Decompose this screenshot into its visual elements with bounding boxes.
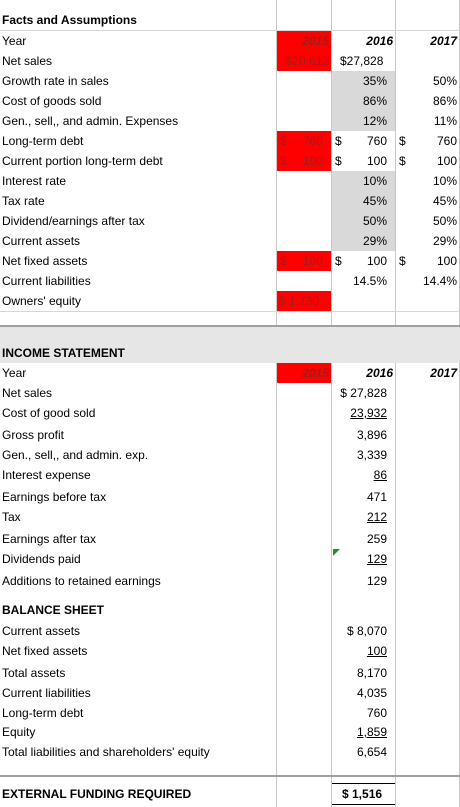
facts-cell-2016[interactable]: 10% (332, 171, 395, 191)
income-row-label: Net sales (2, 386, 53, 400)
balance-cell-2016[interactable]: 4,035 (356, 686, 387, 700)
income-row-label: Dividends paid (2, 552, 81, 566)
income-cell-2016[interactable]: 3,896 (356, 428, 387, 442)
income-row-label: Gen., sell,, and admin. exp. (2, 448, 149, 462)
balance-row-label: Net fixed assets (2, 644, 88, 658)
income-title: INCOME STATEMENT (2, 346, 125, 360)
balance-title: BALANCE SHEET (2, 603, 105, 617)
row-divider (0, 30, 460, 31)
income-cell-2016[interactable]: 259 (366, 532, 387, 546)
facts-year-label: Year (2, 34, 27, 48)
income-year-2015[interactable]: 2015 (277, 363, 331, 383)
facts-cell-2016[interactable]: 45% (332, 191, 395, 211)
facts-row-label: Growth rate in sales (2, 74, 109, 88)
income-header-band (0, 327, 460, 363)
income-cell-2016[interactable]: 471 (366, 490, 387, 504)
currency-symbol: $ (280, 134, 287, 148)
facts-row-label: Tax rate (2, 194, 45, 208)
income-cell-2016[interactable]: 86 (373, 468, 387, 482)
facts-cell-2017[interactable]: 45% (432, 194, 457, 208)
income-year-2017[interactable]: 2017 (430, 366, 457, 380)
balance-cell-2016[interactable]: 6,654 (356, 745, 387, 759)
facts-cell-2016[interactable]: 29% (332, 231, 395, 251)
balance-row-label: Current assets (2, 624, 81, 638)
external-funding-label: EXTERNAL FUNDING REQUIRED (2, 787, 192, 801)
income-cell-2016[interactable]: 3,339 (356, 448, 387, 462)
facts-cell-2017[interactable]: $100 (399, 154, 457, 168)
section-separator (0, 775, 460, 777)
balance-cell-2016[interactable]: 100 (366, 644, 387, 658)
facts-cell-2016[interactable]: $27,828 (340, 54, 384, 68)
facts-row-label: Net fixed assets (2, 254, 88, 268)
balance-row-label: Long-term debt (2, 706, 84, 720)
balance-cell-2016[interactable]: $ 8,070 (346, 624, 387, 638)
facts-year-2015[interactable]: 2015 (277, 31, 331, 51)
facts-cell-2016[interactable]: 50% (332, 211, 395, 231)
facts-cell-2017[interactable]: $100 (399, 254, 457, 268)
income-row-label: Earnings after tax (2, 532, 97, 546)
facts-row-label: Gen., sell,, and admin. Expenses (2, 114, 179, 128)
facts-year-2016[interactable]: 2016 (366, 34, 393, 48)
facts-cell-2016[interactable]: $100 (335, 154, 387, 168)
facts-cell-2017[interactable]: 10% (432, 174, 457, 188)
income-year-2016[interactable]: 2016 (366, 366, 393, 380)
facts-year-2017[interactable]: 2017 (430, 34, 457, 48)
facts-row-label: Current assets (2, 234, 81, 248)
income-row-label: Additions to retained earnings (2, 574, 161, 588)
facts-row-label: Current liabilities (2, 274, 91, 288)
income-cell-2016[interactable]: 129 (366, 574, 387, 588)
balance-cell-2016[interactable]: 1,859 (356, 725, 387, 739)
facts-cell-2015[interactable]: $100 (277, 151, 331, 171)
balance-cell-2016[interactable]: 760 (366, 706, 387, 720)
income-year-label: Year (2, 366, 27, 380)
facts-cell-2016[interactable]: 12% (332, 111, 395, 131)
facts-row-label: Current portion long-term debt (2, 154, 163, 168)
income-row-label: Cost of good sold (2, 406, 96, 420)
facts-cell-2016[interactable]: $100 (335, 254, 387, 268)
facts-cell-2017[interactable]: 50% (432, 214, 457, 228)
facts-cell-2015[interactable]: $ 1,730 (277, 291, 331, 311)
column-divider (276, 0, 277, 807)
facts-cell-2016[interactable]: $760 (335, 134, 387, 148)
facts-row-label: Interest rate (2, 174, 67, 188)
facts-title: Facts and Assumptions (2, 13, 137, 27)
facts-row-label: Net sales (2, 54, 53, 68)
income-row-label: Interest expense (2, 468, 91, 482)
facts-cell-2015[interactable]: $760 (277, 131, 331, 151)
balance-row-label: Equity (2, 725, 36, 739)
facts-row-label: Dividend/earnings after tax (2, 214, 145, 228)
external-funding-value[interactable]: $ 1,516 (332, 783, 395, 805)
income-cell-2016[interactable]: 129 (366, 552, 387, 566)
balance-row-label: Total assets (2, 666, 66, 680)
income-row-label: Earnings before tax (2, 490, 107, 504)
facts-row-label: Owners' equity (2, 294, 81, 308)
income-row-label: Tax (2, 510, 21, 524)
facts-cell-2016[interactable]: 86% (332, 91, 395, 111)
column-divider (395, 0, 396, 807)
facts-cell-2015[interactable]: $20,613 (277, 51, 331, 71)
balance-cell-2016[interactable]: 8,170 (356, 666, 387, 680)
facts-cell-2017[interactable]: 86% (432, 94, 457, 108)
facts-cell-2017[interactable]: $760 (399, 134, 457, 148)
facts-cell-2016[interactable]: 35% (332, 71, 395, 91)
facts-row-label: Cost of goods sold (2, 94, 102, 108)
row-divider (0, 311, 460, 312)
facts-cell-2017[interactable]: 50% (432, 74, 457, 88)
balance-row-label: Total liabilities and shareholders' equi… (2, 745, 210, 759)
error-indicator-icon[interactable] (333, 549, 341, 557)
income-row-label: Gross profit (2, 428, 65, 442)
income-cell-2016[interactable]: 212 (366, 510, 387, 524)
facts-row-label: Long-term debt (2, 134, 84, 148)
facts-cell-2015[interactable]: $100 (277, 251, 331, 271)
section-separator (0, 325, 460, 327)
facts-cell-2017[interactable]: 29% (432, 234, 457, 248)
income-cell-2016[interactable]: 23,932 (350, 406, 387, 420)
facts-cell-2017[interactable]: 11% (433, 114, 457, 128)
income-cell-2016[interactable]: $ 27,828 (340, 386, 387, 400)
facts-cell-2016[interactable]: 14.5% (352, 274, 387, 288)
balance-row-label: Current liabilities (2, 686, 91, 700)
facts-cell-2017[interactable]: 14.4% (422, 274, 457, 288)
column-divider (331, 0, 332, 807)
